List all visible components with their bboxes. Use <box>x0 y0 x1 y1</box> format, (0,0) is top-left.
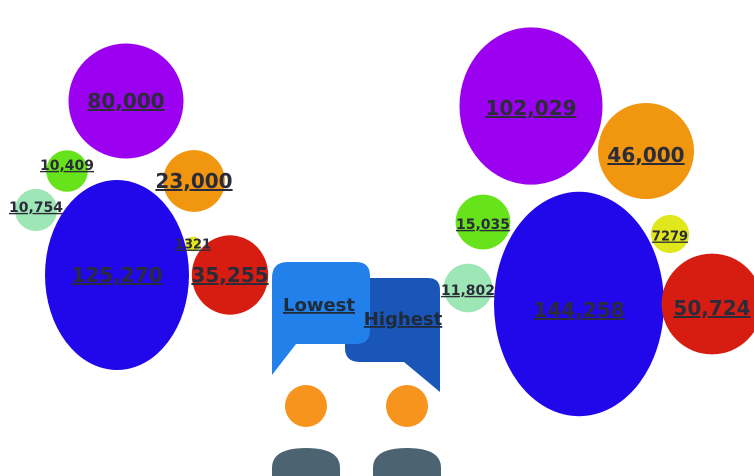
lowest-bubble-label-4: 1321 <box>175 238 211 253</box>
highest-bubble-label-3: 46,000 <box>607 143 684 167</box>
highest-bubble-label-1: 15,035 <box>456 217 510 233</box>
highest-bubble-label-4: 7279 <box>652 230 688 245</box>
highest-bubble-label-5: 144,258 <box>533 298 624 322</box>
highest-bubble-4 <box>650 214 690 254</box>
lowest-label: Lowest <box>283 295 355 316</box>
lowest-bubble-label-0: 80,000 <box>87 89 164 113</box>
highest-bubble-1 <box>455 194 511 250</box>
lowest-bubble-4 <box>185 236 201 252</box>
lowest-bubble-2 <box>14 188 58 232</box>
lowest-bubble-group: 80,000 10,409 10,754 23,000 1321 125,270 35,25… <box>9 43 269 370</box>
highest-bubble-2 <box>443 263 493 313</box>
person-body-left-icon <box>272 448 340 476</box>
highest-bubble-group: 102,029 15,035 11,802 46,000 7279 144,258 50,7… <box>441 27 754 417</box>
lowest-bubble-label-2: 10,754 <box>9 200 63 216</box>
person-body-right-icon <box>373 448 441 476</box>
lowest-bubble-0 <box>68 43 184 159</box>
lowest-speech-bubble-icon <box>272 262 370 375</box>
lowest-bubble-label-3: 23,000 <box>155 169 232 193</box>
lowest-bubble-1 <box>46 150 88 192</box>
highest-bubble-0 <box>459 27 603 185</box>
lowest-bubble-label-1: 10,409 <box>40 158 94 174</box>
lowest-bubble-label-5: 125,270 <box>71 263 162 287</box>
lowest-bubble-3 <box>163 150 225 212</box>
person-head-left-icon <box>285 385 327 427</box>
lowest-bubble-6 <box>191 235 269 315</box>
person-head-right-icon <box>386 385 428 427</box>
lowest-bubble-label-6: 35,255 <box>191 263 268 287</box>
highest-label: Highest <box>364 309 443 330</box>
lowest-bubble-5 <box>45 180 189 370</box>
speech-icon-group: Lowest Highest <box>272 262 443 476</box>
highest-bubble-label-0: 102,029 <box>485 96 576 120</box>
highest-bubble-5 <box>494 191 664 417</box>
highest-bubble-label-2: 11,802 <box>441 283 495 299</box>
highest-bubble-label-6: 50,724 <box>673 296 750 320</box>
highest-bubble-3 <box>598 103 694 199</box>
highest-bubble-6 <box>661 253 754 355</box>
